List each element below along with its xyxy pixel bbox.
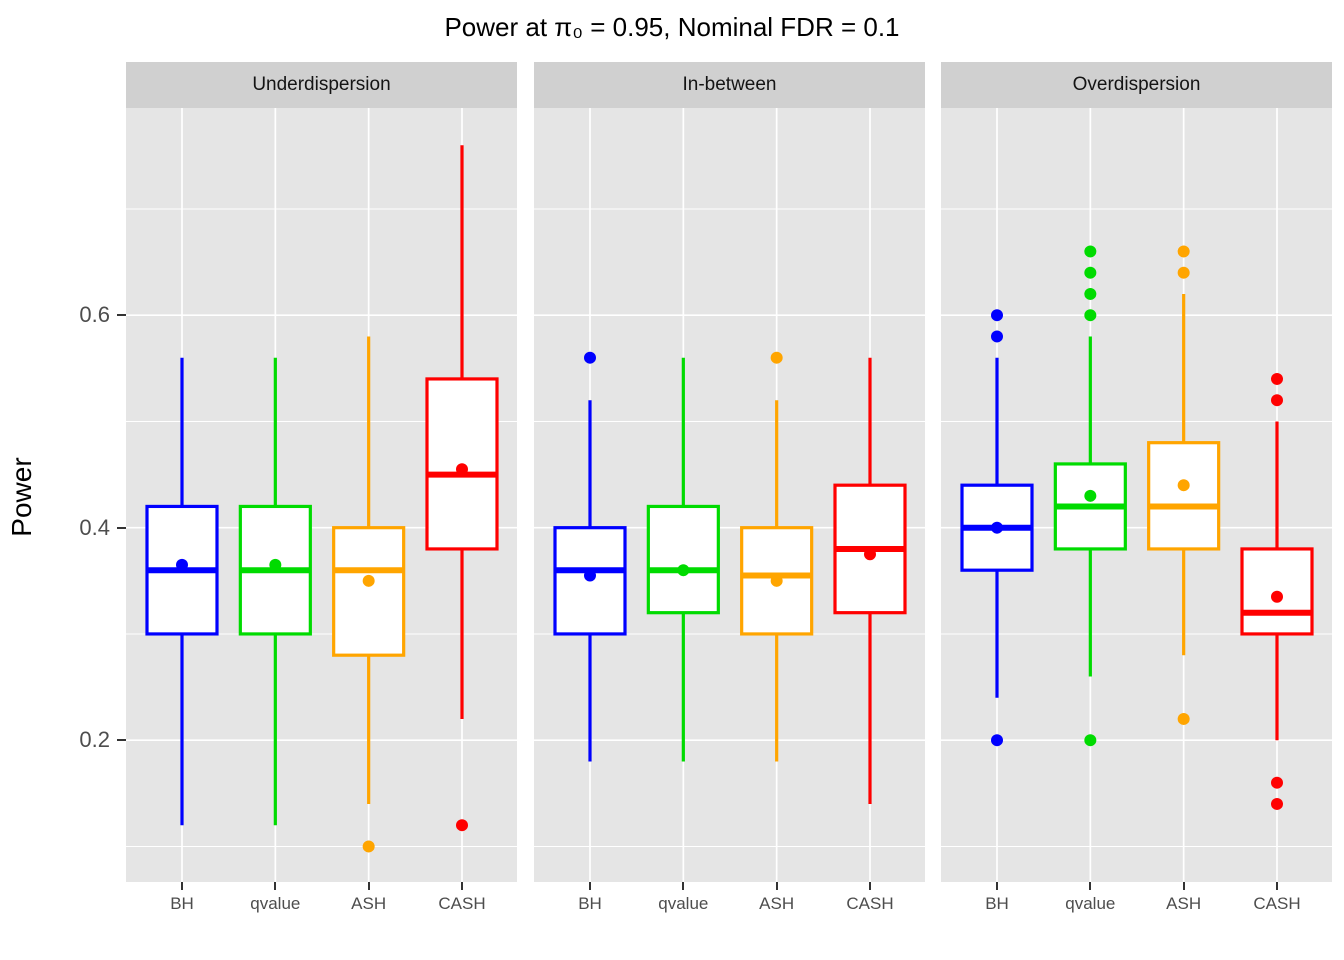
outlier-dot [1270,394,1283,407]
x-tick-mark [367,882,370,890]
outlier-dot [1084,245,1097,258]
outlier-dot [991,734,1003,747]
x-tick-mark [682,882,685,890]
mean-dot [770,574,783,587]
outlier-dot [455,819,468,832]
x-tick-mark [274,882,277,890]
iqr-box [646,504,720,615]
x-tick-mark [1275,882,1278,890]
x-tick-label: CASH [1253,894,1301,913]
facet-label: Underdispersion [252,74,391,95]
x-tick-mark [1182,882,1185,890]
x-tick-mark [460,882,463,890]
x-tick-label: CASH [438,894,486,913]
outlier-dot [1270,797,1283,810]
outlier-dot [1084,287,1097,300]
x-tick-label: qvalue [658,894,709,913]
facet-strip: In-between [534,62,925,108]
mean-dot [991,521,1003,534]
x-tick-mark [1089,882,1092,890]
mean-dot [1084,489,1097,502]
box-group-CASH [425,145,499,832]
iqr-box [332,526,406,657]
mean-dot [1177,479,1190,492]
panel-svg [534,108,925,882]
mean-dot [269,558,282,571]
outlier-dot [991,309,1003,322]
box-group-qvalue [238,357,312,826]
box-group-qvalue [1053,245,1127,747]
outlier-dot [584,351,596,364]
box-group-ASH [740,351,814,762]
mean-dot [455,463,468,476]
box-group-CASH [833,357,907,804]
mean-dot [677,564,690,577]
chart-title: Power at π₀ = 0.95, Nominal FDR = 0.1 [444,12,900,42]
mean-dot [362,574,375,587]
x-tick-label: ASH [759,894,795,913]
outlier-dot [362,840,375,853]
iqr-box [1147,441,1221,551]
facet-label: In-between [682,74,777,95]
outlier-dot [1084,734,1097,747]
box-group-BH [553,351,627,762]
x-tick-label: CASH [846,894,894,913]
box-group-BH [145,357,219,826]
mean-dot [863,548,876,561]
outlier-dot [1177,266,1190,279]
mean-dot [584,569,596,582]
panel-svg [941,108,1332,882]
mean-dot [1270,590,1283,603]
box-group-ASH [1147,245,1221,725]
outlier-dot [1084,266,1097,279]
box-group-qvalue [646,357,720,762]
x-tick-label: qvalue [250,894,301,913]
x-tick-mark [996,882,998,890]
x-tick-label: BH [578,894,602,913]
outlier-dot [1270,372,1283,385]
y-tick-mark [117,314,126,317]
mean-dot [176,558,188,571]
outlier-dot [1084,309,1097,322]
y-tick-mark [117,739,126,742]
outlier-dot [1177,245,1190,258]
y-tick-label: 0.2 [79,727,110,753]
panel-svg [126,108,517,882]
y-axis-title: Power [6,457,37,537]
x-tick-mark [775,882,778,890]
x-tick-label: ASH [351,894,387,913]
x-tick-mark [181,882,183,890]
outlier-dot [991,330,1003,343]
x-tick-label: BH [170,894,194,913]
x-tick-label: ASH [1166,894,1202,913]
box-group-BH [960,309,1034,747]
y-tick-mark [117,526,126,529]
outlier-dot [1177,712,1190,725]
outlier-dot [1270,776,1283,789]
facet-label: Overdispersion [1072,74,1201,95]
box-group-ASH [332,336,406,853]
outlier-dot [770,351,783,364]
x-tick-label: qvalue [1065,894,1116,913]
x-tick-mark [589,882,591,890]
x-tick-label: BH [985,894,1009,913]
y-tick-label: 0.4 [79,514,110,540]
facet-strip: Underdispersion [126,62,517,108]
y-tick-label: 0.6 [79,302,110,328]
box-group-CASH [1240,372,1314,810]
x-tick-mark [868,882,871,890]
facet-strip: Overdispersion [941,62,1332,108]
